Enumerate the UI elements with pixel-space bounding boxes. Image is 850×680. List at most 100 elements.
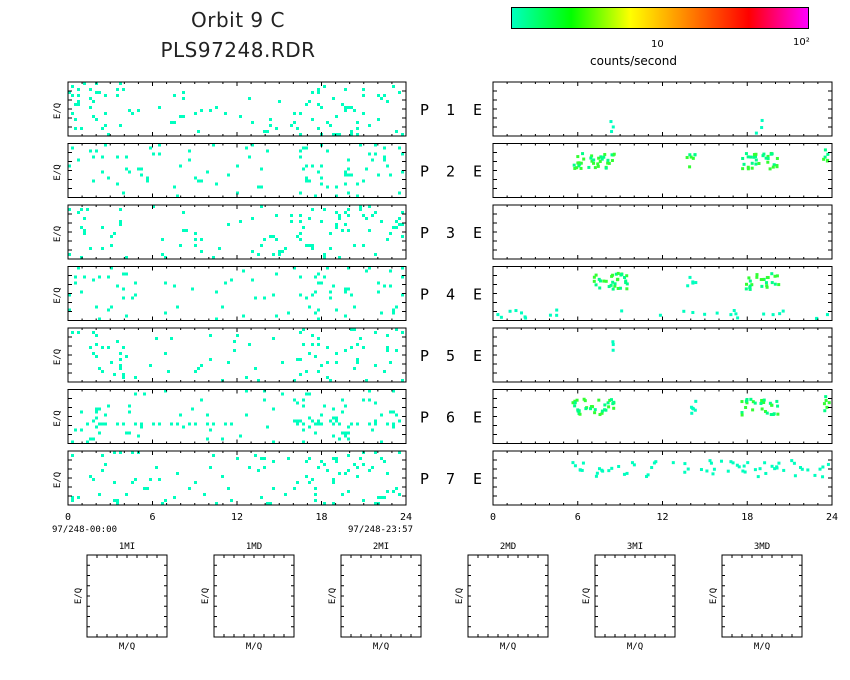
count-cell — [311, 293, 314, 297]
count-cell — [248, 155, 251, 159]
count-cell — [203, 493, 206, 496]
count-cell — [302, 167, 305, 171]
count-cell — [131, 296, 134, 300]
count-cell — [383, 158, 386, 162]
count-cell — [597, 398, 601, 402]
count-cell — [691, 311, 695, 315]
count-cell — [89, 88, 92, 91]
count-cell — [68, 91, 71, 94]
count-cell — [89, 106, 92, 109]
count-cell — [603, 152, 607, 156]
count-cell — [116, 340, 119, 343]
count-cell — [611, 125, 615, 129]
count-cell — [611, 340, 615, 344]
count-cell — [290, 124, 293, 127]
count-cell — [748, 279, 752, 283]
colorbar-gradient — [511, 7, 809, 29]
yaxis-label-eq: E/Q — [53, 164, 63, 180]
count-cell — [380, 220, 383, 223]
count-cell — [215, 182, 218, 186]
count-cell — [624, 279, 628, 283]
count-cell — [742, 162, 746, 166]
count-cell — [326, 149, 329, 153]
time-end-label: 97/248-23:57 — [348, 525, 413, 535]
count-cell — [71, 94, 74, 97]
count-cell — [612, 152, 616, 156]
count-cell — [68, 293, 71, 297]
count-cell — [272, 460, 275, 463]
count-cell — [377, 496, 380, 499]
count-cell — [750, 283, 754, 287]
count-cell — [293, 379, 296, 382]
count-cell — [191, 287, 194, 291]
count-cell — [622, 472, 626, 476]
count-cell — [699, 468, 703, 472]
count-cell — [263, 296, 266, 300]
count-cell — [770, 281, 774, 285]
count-cell — [311, 247, 314, 250]
count-cell — [182, 425, 185, 429]
count-cell — [362, 398, 365, 402]
count-cell — [359, 205, 362, 208]
count-cell — [212, 454, 215, 457]
count-cell — [755, 273, 759, 277]
count-cell — [380, 311, 383, 315]
count-cell — [610, 130, 614, 134]
left-panel-ch3-frame — [67, 204, 407, 260]
count-cell — [821, 475, 825, 479]
count-cell — [607, 469, 611, 473]
count-cell — [305, 392, 308, 396]
count-cell — [347, 208, 350, 211]
count-cell — [80, 290, 83, 294]
count-cell — [161, 253, 164, 256]
count-cell — [278, 253, 281, 256]
count-cell — [125, 355, 128, 358]
count-cell — [92, 352, 95, 355]
count-cell — [263, 466, 266, 469]
count-cell — [236, 334, 239, 337]
count-cell — [383, 284, 386, 288]
count-cell — [221, 475, 224, 478]
count-cell — [260, 205, 263, 208]
count-cell — [380, 413, 383, 417]
count-cell — [600, 157, 604, 161]
count-cell — [296, 481, 299, 484]
count-cell — [332, 422, 335, 426]
count-cell — [579, 166, 583, 170]
channel-p-label: P — [420, 347, 429, 365]
count-cell — [314, 275, 317, 279]
count-cell — [128, 404, 131, 408]
count-cell — [287, 311, 290, 315]
count-cell — [206, 170, 209, 174]
count-cell — [353, 463, 356, 466]
count-cell — [125, 167, 128, 171]
count-cell — [749, 397, 753, 401]
count-cell — [218, 247, 221, 250]
count-cell — [98, 367, 101, 370]
count-cell — [818, 467, 822, 471]
count-cell — [71, 85, 74, 88]
count-cell — [335, 361, 338, 364]
count-cell — [77, 266, 80, 270]
count-cell — [77, 100, 80, 103]
count-cell — [194, 370, 197, 373]
left-xtick-label: 24 — [400, 512, 412, 523]
count-cell — [230, 422, 233, 426]
count-cell — [703, 312, 707, 316]
count-cell — [86, 422, 89, 426]
count-cell — [597, 277, 601, 281]
count-cell — [383, 155, 386, 159]
count-cell — [263, 130, 266, 133]
count-cell — [596, 164, 600, 168]
count-cell — [593, 411, 597, 415]
count-cell — [158, 143, 161, 147]
count-cell — [233, 340, 236, 343]
count-cell — [772, 163, 776, 167]
count-cell — [694, 399, 698, 403]
count-cell — [689, 405, 693, 409]
count-cell — [260, 457, 263, 460]
count-cell — [305, 164, 308, 168]
count-cell — [302, 440, 305, 444]
mq-xlabel: M/Q — [246, 642, 262, 652]
count-cell — [110, 244, 113, 247]
